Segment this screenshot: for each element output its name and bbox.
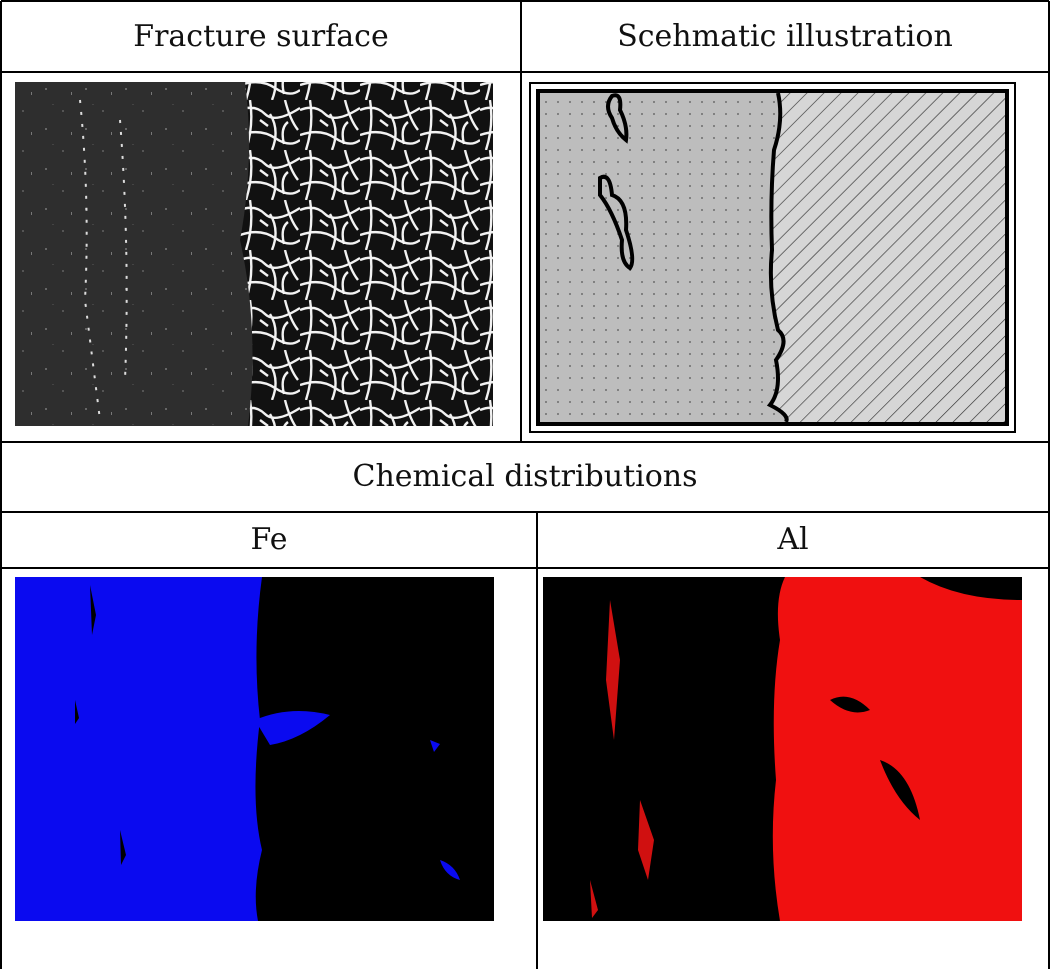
element-label: Al: [776, 522, 808, 557]
header-cell: Fracture surface: [133, 19, 388, 54]
figure-table: Fracture surface Scehmatic illustration …: [0, 0, 1050, 969]
page: Fracture surface Scehmatic illustration …: [0, 0, 1050, 969]
element-label: Fe: [251, 522, 288, 557]
fe-map: [15, 577, 494, 921]
section-title: Chemical distributions: [352, 459, 697, 494]
al-map: [543, 577, 1022, 921]
header-cell: Scehmatic illustration: [617, 19, 953, 54]
schematic-image: [530, 83, 1015, 432]
fracture-image: [15, 82, 493, 426]
